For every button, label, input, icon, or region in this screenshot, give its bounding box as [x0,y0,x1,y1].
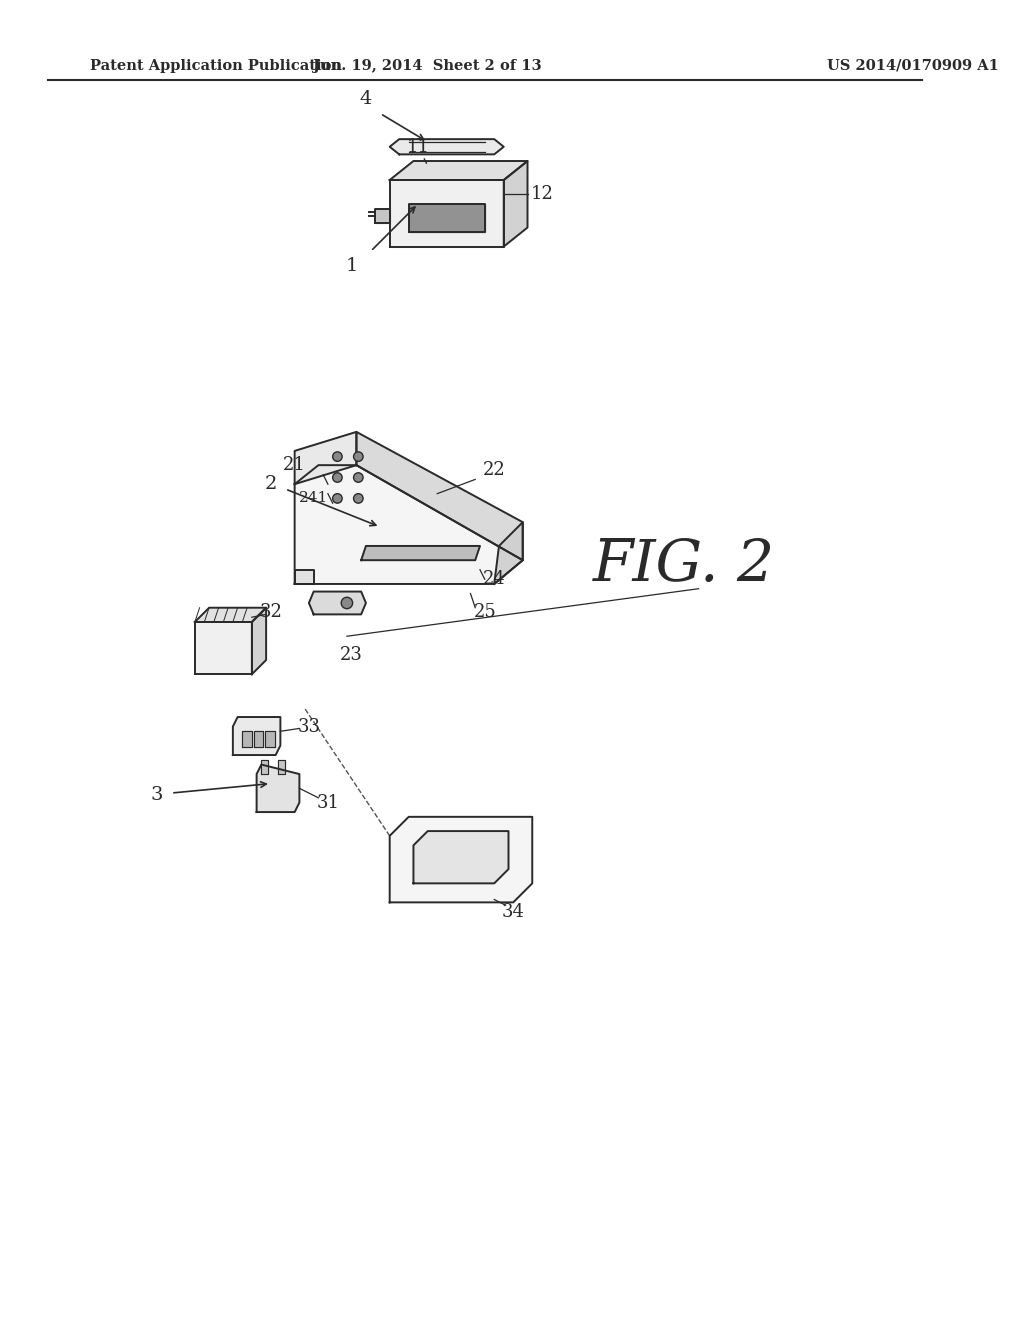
Polygon shape [356,432,522,560]
Text: 33: 33 [297,718,321,735]
Polygon shape [390,161,527,180]
Polygon shape [361,546,480,560]
Polygon shape [295,465,522,583]
Polygon shape [261,760,268,774]
Text: 12: 12 [530,185,553,203]
Text: 24: 24 [483,570,506,589]
Circle shape [341,597,352,609]
Text: 1: 1 [345,256,357,275]
Circle shape [333,473,342,482]
Text: 4: 4 [359,90,372,108]
Text: 32: 32 [259,603,283,622]
Circle shape [353,494,364,503]
Circle shape [333,451,342,462]
Text: 3: 3 [151,785,163,804]
Circle shape [353,451,364,462]
Polygon shape [504,161,527,247]
Polygon shape [390,180,504,247]
Polygon shape [195,607,266,622]
Text: 2: 2 [264,475,278,494]
Text: 11: 11 [407,137,430,156]
Polygon shape [232,717,281,755]
Polygon shape [265,731,274,747]
Polygon shape [254,731,263,747]
Polygon shape [409,203,484,232]
Polygon shape [414,832,509,883]
Polygon shape [295,432,356,484]
Circle shape [353,473,364,482]
Text: 241: 241 [299,491,329,506]
Text: US 2014/0170909 A1: US 2014/0170909 A1 [827,59,998,73]
Polygon shape [495,523,522,583]
Polygon shape [295,570,313,583]
Polygon shape [257,764,299,812]
Polygon shape [195,622,252,675]
Polygon shape [390,817,532,903]
Polygon shape [309,591,366,614]
Polygon shape [279,760,285,774]
Text: 23: 23 [340,647,364,664]
Circle shape [333,494,342,503]
Text: 22: 22 [483,461,506,479]
Text: Jun. 19, 2014  Sheet 2 of 13: Jun. 19, 2014 Sheet 2 of 13 [313,59,542,73]
Text: 31: 31 [316,793,339,812]
Text: Patent Application Publication: Patent Application Publication [90,59,342,73]
Polygon shape [376,209,390,223]
Polygon shape [252,607,266,675]
Text: 34: 34 [502,903,524,921]
Polygon shape [243,731,252,747]
Polygon shape [390,139,504,154]
Text: 25: 25 [473,603,496,622]
Text: 21: 21 [284,457,306,474]
Text: FIG. 2: FIG. 2 [593,537,775,593]
